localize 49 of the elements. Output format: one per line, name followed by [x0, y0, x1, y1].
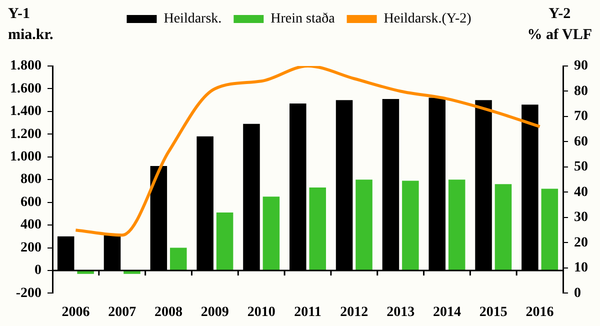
- bar: [356, 180, 372, 270]
- x-tick-label: 2016: [526, 305, 554, 320]
- bar: [309, 188, 326, 270]
- x-tick-label: 2010: [247, 305, 276, 320]
- x-tick-label: 2007: [108, 305, 136, 320]
- y-tick-label: 400: [20, 218, 42, 233]
- x-tick-label: 2009: [200, 305, 229, 320]
- y-tick-label: 1.200: [10, 126, 42, 142]
- bar: [448, 180, 466, 270]
- y2-tick-label: 10: [574, 260, 588, 276]
- y2-tick-label: 60: [574, 134, 588, 150]
- y2-tick-label: 40: [574, 184, 588, 200]
- bar: [541, 188, 558, 270]
- x-tick-label: 2014: [432, 305, 461, 320]
- bar: [402, 180, 419, 270]
- y2-tick-label: 20: [574, 235, 588, 250]
- legend-label: Hrein staða: [270, 12, 336, 27]
- bar: [216, 212, 234, 270]
- y-tick-label: 1.400: [10, 104, 42, 120]
- y-tick-label: 1.600: [10, 81, 42, 96]
- x-tick-label: 2006: [62, 305, 90, 320]
- y2-tick-label: 90: [574, 58, 588, 74]
- x-tick-label: 2015: [479, 305, 508, 320]
- y-tick-label: 1.000: [10, 149, 42, 164]
- x-tick-label: 2013: [386, 305, 415, 320]
- y-tick-label: 1.800: [10, 58, 42, 74]
- y2-axis-title: Y-2 % af VLF: [527, 5, 592, 45]
- y-tick-label: -200: [16, 286, 42, 301]
- y-tick-label: 800: [20, 172, 42, 188]
- y2-tick-label: 0: [574, 286, 581, 301]
- y2-tick-label: 30: [574, 210, 588, 226]
- y-axis-title: Y-1 mia.kr.: [8, 5, 54, 45]
- bar: [262, 196, 280, 270]
- line-series: [74, 66, 542, 237]
- x-tick-label: 2011: [294, 305, 322, 320]
- x-tick-label: 2008: [154, 305, 183, 320]
- y2-tick-label: 50: [574, 160, 588, 175]
- legend-label: Heildarsk.(Y-2): [384, 12, 472, 27]
- bar: [170, 248, 187, 270]
- y-tick-label: 600: [20, 194, 42, 210]
- y-tick-label: 200: [20, 240, 42, 256]
- bar: [124, 270, 140, 274]
- legend-label: Heildarsk.: [164, 12, 222, 27]
- x-tick-label: 2012: [340, 305, 368, 320]
- y2-tick-label: 80: [574, 84, 588, 99]
- bar: [77, 270, 94, 274]
- y-tick-label: 0: [34, 263, 42, 278]
- bar: [494, 184, 512, 270]
- y2-tick-label: 70: [574, 109, 588, 124]
